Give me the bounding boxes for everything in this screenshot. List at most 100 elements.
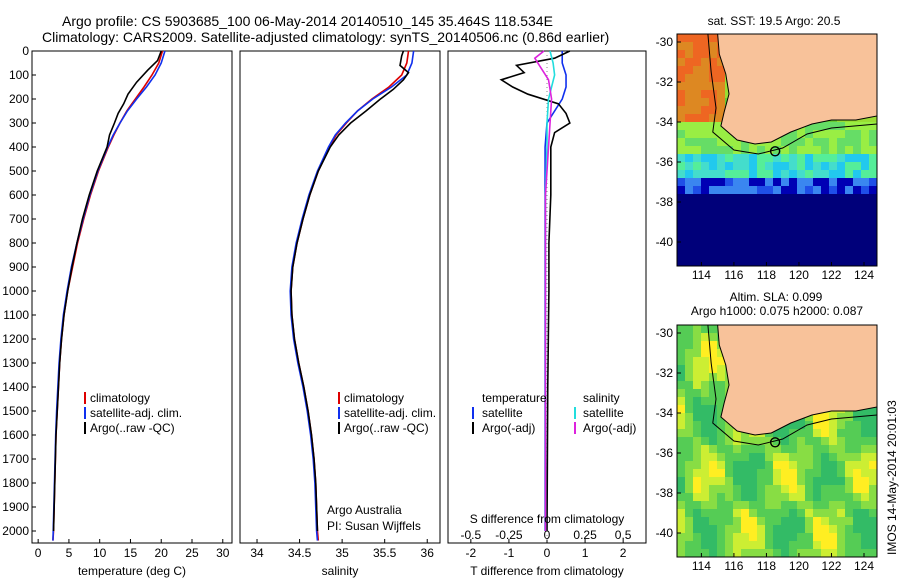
map-cell bbox=[797, 445, 806, 454]
map-cell bbox=[813, 218, 822, 227]
map-cell bbox=[685, 258, 694, 267]
map-cell bbox=[781, 437, 790, 446]
y-tick-label: 1200 bbox=[2, 332, 29, 346]
map-cell bbox=[869, 146, 878, 155]
map-cell bbox=[725, 258, 734, 267]
map-cell bbox=[709, 74, 718, 83]
x-tick-label: 122 bbox=[821, 268, 841, 282]
map-cell bbox=[869, 477, 878, 486]
map-cell bbox=[805, 429, 814, 438]
map-cell bbox=[709, 50, 718, 59]
y-tick-label: 2000 bbox=[2, 524, 29, 538]
map-cell bbox=[725, 202, 734, 211]
map-cell bbox=[781, 461, 790, 470]
map-cell bbox=[741, 210, 750, 219]
map-cell bbox=[821, 234, 830, 243]
map-cell bbox=[701, 210, 710, 219]
map-cell bbox=[677, 429, 686, 438]
map-cell bbox=[813, 162, 822, 171]
timestamp: IMOS 14-May-2014 20:01:03 bbox=[885, 400, 899, 555]
map-cell bbox=[797, 242, 806, 251]
map-cell bbox=[821, 549, 830, 558]
map-cell bbox=[781, 258, 790, 267]
map-cell bbox=[701, 541, 710, 550]
map-cell bbox=[685, 501, 694, 510]
map-cell bbox=[821, 170, 830, 179]
map-cell bbox=[805, 122, 814, 131]
map-cell bbox=[821, 413, 830, 422]
map-cell bbox=[845, 186, 854, 195]
map-cell bbox=[805, 242, 814, 251]
map-cell bbox=[725, 493, 734, 502]
map-cell bbox=[677, 66, 686, 75]
map-cell bbox=[853, 485, 862, 494]
map-cell bbox=[701, 258, 710, 267]
map-cell bbox=[797, 226, 806, 235]
map-cell bbox=[693, 517, 702, 526]
map-cell bbox=[789, 130, 798, 139]
map-cell bbox=[861, 469, 870, 478]
map-cell bbox=[725, 250, 734, 259]
map-cell bbox=[685, 421, 694, 430]
map-cell bbox=[717, 509, 726, 518]
sst-map-frame bbox=[676, 33, 878, 267]
map-cell bbox=[829, 250, 838, 259]
map-cell bbox=[717, 373, 726, 382]
map-cell bbox=[781, 477, 790, 486]
map-cell bbox=[789, 485, 798, 494]
plot-title-line1: Argo profile: CS 5903685_100 06-May-2014… bbox=[62, 13, 553, 29]
map-cell bbox=[757, 509, 766, 518]
map-cell bbox=[749, 477, 758, 486]
map-cell bbox=[813, 146, 822, 155]
s-tick-label: 0.25 bbox=[573, 528, 597, 542]
map-cell bbox=[741, 218, 750, 227]
map-cell bbox=[757, 485, 766, 494]
map-cell bbox=[853, 186, 862, 195]
x-tick-label: 118 bbox=[757, 559, 776, 573]
map-cell bbox=[749, 218, 758, 227]
map-cell bbox=[741, 509, 750, 518]
map-cell bbox=[725, 242, 734, 251]
map-cell bbox=[821, 501, 830, 510]
map-cell bbox=[813, 541, 822, 550]
map-cell bbox=[845, 218, 854, 227]
map-cell bbox=[837, 122, 846, 131]
map-cell bbox=[685, 397, 694, 406]
map-cell bbox=[869, 437, 878, 446]
map-cell bbox=[701, 469, 710, 478]
map-cell bbox=[773, 461, 782, 470]
map-cell bbox=[821, 485, 830, 494]
map-cell bbox=[725, 485, 734, 494]
map-cell bbox=[693, 477, 702, 486]
map-cell bbox=[725, 445, 734, 454]
map-cell bbox=[805, 218, 814, 227]
map-cell bbox=[709, 493, 718, 502]
map-cell bbox=[701, 114, 710, 123]
map-cell bbox=[749, 533, 758, 542]
map-cell bbox=[717, 357, 726, 366]
map-cell bbox=[837, 477, 846, 486]
y-tick-label: -40 bbox=[656, 526, 674, 540]
x-tick-label: 5 bbox=[66, 546, 73, 560]
s-tick-label: -0.25 bbox=[495, 528, 523, 542]
map-cell bbox=[725, 130, 734, 139]
map-cell bbox=[717, 517, 726, 526]
map-cell bbox=[741, 541, 750, 550]
map-cell bbox=[717, 218, 726, 227]
map-cell bbox=[749, 549, 758, 558]
map-cell bbox=[869, 226, 878, 235]
map-cell bbox=[853, 218, 862, 227]
map-cell bbox=[725, 525, 734, 534]
y-tick-label: -36 bbox=[656, 155, 674, 169]
map-cell bbox=[717, 349, 726, 358]
map-cell bbox=[733, 186, 742, 195]
map-cell bbox=[693, 178, 702, 187]
map-cell bbox=[829, 202, 838, 211]
map-cell bbox=[845, 509, 854, 518]
map-cell bbox=[749, 258, 758, 267]
map-cell bbox=[685, 82, 694, 91]
map-cell bbox=[733, 250, 742, 259]
map-cell bbox=[709, 170, 718, 179]
map-cell bbox=[869, 501, 878, 510]
map-cell bbox=[677, 82, 686, 91]
